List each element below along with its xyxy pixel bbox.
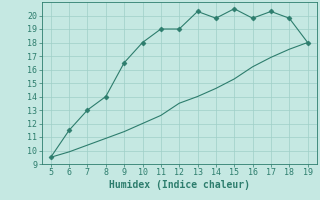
X-axis label: Humidex (Indice chaleur): Humidex (Indice chaleur) xyxy=(109,180,250,190)
